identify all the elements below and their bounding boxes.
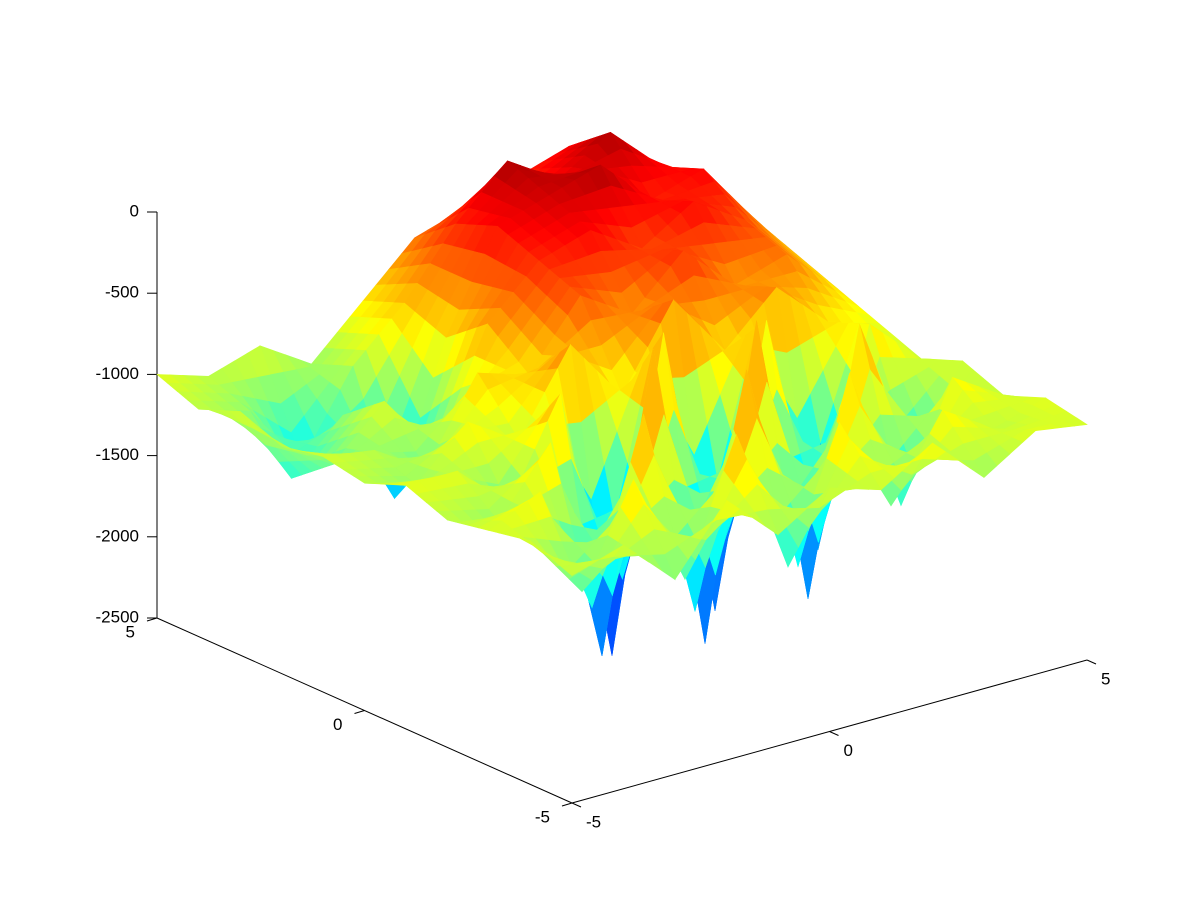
y-tick-label: 0 [333, 715, 342, 734]
z-tick-label: -2500 [96, 607, 139, 626]
x-tick [1086, 659, 1097, 665]
x-tick-label: -5 [586, 812, 601, 831]
y-tick [146, 617, 158, 622]
z-tick-label: -1000 [96, 364, 139, 383]
surface-patch [560, 564, 586, 577]
y-tick [354, 710, 365, 714]
z-tick-label: -2000 [96, 526, 139, 545]
x-tick-label: 0 [844, 741, 853, 760]
x-tick [571, 802, 582, 808]
z-tick-label: 0 [130, 201, 139, 220]
x-tick [829, 731, 839, 736]
y-tick [561, 802, 573, 807]
x-tick-label: 5 [1101, 669, 1110, 688]
z-tick-label: -1500 [96, 445, 139, 464]
y-tick-label: -5 [535, 807, 550, 826]
z-tick-label: -500 [105, 283, 139, 302]
y-tick-label: 5 [126, 622, 135, 641]
